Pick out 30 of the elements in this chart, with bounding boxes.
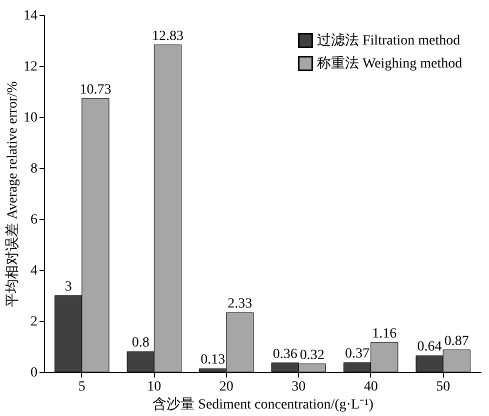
data-label: 2.33 xyxy=(228,296,252,312)
y-tick-label: 14 xyxy=(24,8,38,24)
y-tick-label: 2 xyxy=(30,314,38,330)
legend-label: 过滤法 Filtration method xyxy=(317,32,460,48)
x-tick-label: 50 xyxy=(436,380,450,394)
y-tick-label: 8 xyxy=(30,162,38,176)
x-tick-label: 20 xyxy=(219,380,234,394)
x-tick-label: 30 xyxy=(292,380,306,394)
data-label: 10.73 xyxy=(80,82,112,98)
data-label: 0.37 xyxy=(345,346,370,362)
x-tick-label: 5 xyxy=(78,380,86,394)
y-axis-title: 平均相对误差 Average relative error/% xyxy=(4,80,20,307)
y-tick-label: 12 xyxy=(24,60,38,74)
data-label: 1.16 xyxy=(372,326,397,342)
y-tick-label: 10 xyxy=(24,110,38,126)
data-label: 12.83 xyxy=(152,28,184,44)
y-tick-label: 4 xyxy=(30,264,38,278)
y-tick-label: 6 xyxy=(30,212,38,228)
x-tick-label: 10 xyxy=(147,380,162,394)
data-label: 0.36 xyxy=(272,346,298,362)
data-label: 0.13 xyxy=(200,352,226,368)
x-tick-label: 40 xyxy=(364,380,378,394)
data-label: 0.87 xyxy=(444,334,469,349)
data-label: 0.8 xyxy=(132,336,150,351)
y-tick-label: 0 xyxy=(30,366,38,380)
data-label: 0.32 xyxy=(300,348,324,363)
data-label: 0.64 xyxy=(417,340,442,355)
x-axis-title: 含沙量 Sediment concentration/(g·L⁻¹) xyxy=(152,396,374,412)
legend-label: 称重法 Weighing method xyxy=(317,56,462,72)
data-label: 3 xyxy=(64,280,72,294)
